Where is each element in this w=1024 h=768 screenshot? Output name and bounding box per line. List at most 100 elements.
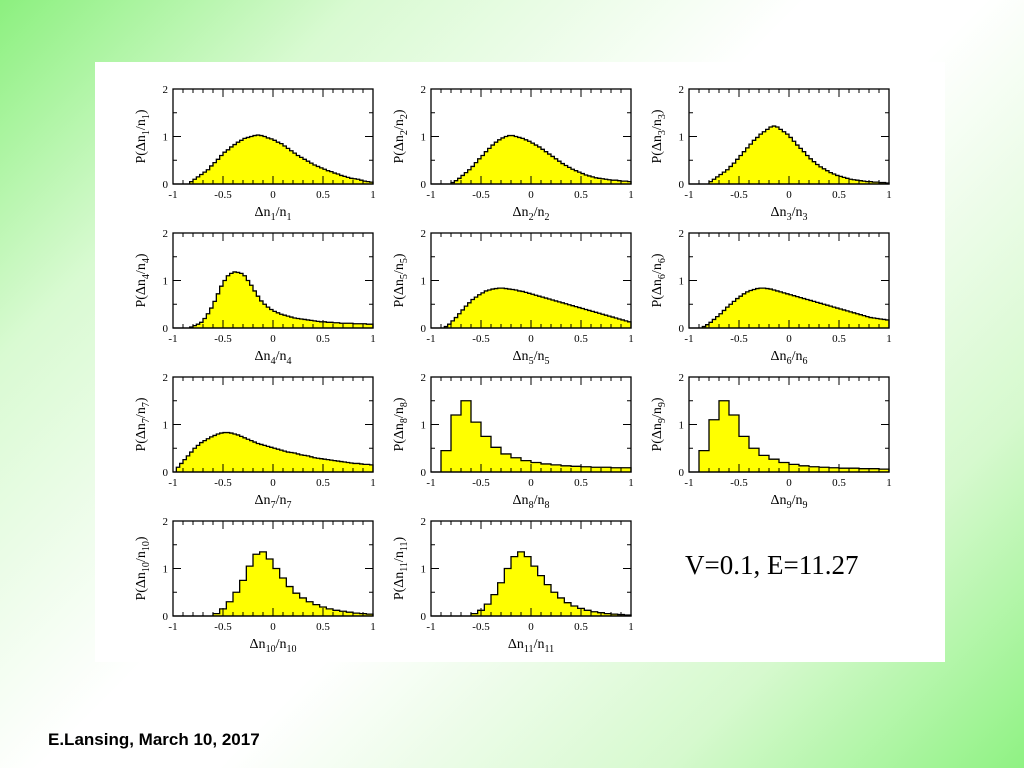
x-tick-label: 1 bbox=[370, 333, 376, 345]
y-tick-label: 2 bbox=[421, 372, 427, 384]
y-tick-label: 0 bbox=[421, 323, 427, 335]
histogram-panel-7: -1 -0.5 0 0.5 1 0 1 2 Δn7/n7 P(Δn7/n7) bbox=[134, 372, 376, 511]
x-tick-label: 0.5 bbox=[316, 189, 330, 201]
x-tick-label: -0.5 bbox=[472, 477, 490, 489]
histogram-bars bbox=[689, 287, 890, 329]
y-tick-label: 2 bbox=[679, 372, 685, 384]
x-tick-label: 0 bbox=[528, 477, 534, 489]
y-tick-label: 2 bbox=[679, 84, 685, 96]
histogram-panel-4: -1 -0.5 0 0.5 1 0 1 2 Δn4/n4 P(Δn4/n4) bbox=[134, 228, 376, 367]
histogram-panel-9: -1 -0.5 0 0.5 1 0 1 2 Δn9/n9 P(Δn9/n9) bbox=[650, 372, 892, 511]
x-tick-label: 1 bbox=[628, 189, 634, 201]
y-tick-label: 2 bbox=[163, 84, 169, 96]
x-tick-label: 0 bbox=[528, 621, 534, 633]
x-tick-label: 0 bbox=[270, 477, 276, 489]
x-axis-label: Δn2/n2 bbox=[513, 205, 550, 223]
histogram-bars bbox=[689, 400, 890, 473]
x-tick-label: 0 bbox=[786, 477, 792, 489]
x-tick-label: 1 bbox=[370, 621, 376, 633]
x-axis-label: Δn9/n9 bbox=[771, 493, 808, 511]
x-tick-label: 0.5 bbox=[574, 333, 588, 345]
x-tick-label: -0.5 bbox=[214, 477, 232, 489]
x-tick-label: 1 bbox=[370, 477, 376, 489]
y-tick-label: 0 bbox=[679, 323, 685, 335]
y-tick-label: 2 bbox=[421, 516, 427, 528]
y-tick-label: 2 bbox=[163, 228, 169, 240]
x-tick-label: 0 bbox=[528, 189, 534, 201]
x-tick-label: 1 bbox=[886, 477, 892, 489]
x-tick-label: 0 bbox=[786, 189, 792, 201]
x-tick-label: -0.5 bbox=[472, 621, 490, 633]
y-tick-label: 2 bbox=[679, 228, 685, 240]
y-axis-label: P(Δn9/n9) bbox=[650, 397, 668, 451]
y-tick-label: 1 bbox=[163, 420, 169, 432]
x-tick-label: 1 bbox=[628, 333, 634, 345]
y-tick-label: 0 bbox=[679, 467, 685, 479]
x-tick-label: -1 bbox=[168, 333, 177, 345]
histogram-bars bbox=[431, 287, 632, 329]
x-tick-label: 1 bbox=[886, 189, 892, 201]
y-tick-label: 2 bbox=[421, 228, 427, 240]
y-tick-label: 1 bbox=[679, 132, 685, 144]
footer-text: E.Lansing, March 10, 2017 bbox=[48, 730, 260, 749]
x-tick-label: 0.5 bbox=[574, 477, 588, 489]
y-tick-label: 1 bbox=[163, 276, 169, 288]
x-tick-label: -0.5 bbox=[214, 333, 232, 345]
y-tick-label: 0 bbox=[163, 467, 169, 479]
y-tick-label: 0 bbox=[421, 467, 427, 479]
x-tick-label: 0 bbox=[786, 333, 792, 345]
x-tick-label: -0.5 bbox=[214, 621, 232, 633]
y-tick-label: 0 bbox=[421, 611, 427, 623]
histogram-panel-3: -1 -0.5 0 0.5 1 0 1 2 Δn3/n3 P(Δn3/n3) bbox=[650, 84, 892, 223]
x-tick-label: 0 bbox=[270, 333, 276, 345]
histogram-panel-8: -1 -0.5 0 0.5 1 0 1 2 Δn8/n8 P(Δn8/n8) bbox=[392, 372, 634, 511]
x-tick-label: -1 bbox=[684, 333, 693, 345]
x-axis-label: Δn6/n6 bbox=[771, 349, 808, 367]
x-tick-label: 0.5 bbox=[574, 621, 588, 633]
x-axis-label: Δn7/n7 bbox=[255, 493, 292, 511]
y-axis-label: P(Δn4/n4) bbox=[134, 253, 152, 307]
x-tick-label: -1 bbox=[684, 477, 693, 489]
y-axis-label: P(Δn5/n5) bbox=[392, 253, 410, 307]
y-tick-label: 2 bbox=[163, 372, 169, 384]
y-tick-label: 1 bbox=[421, 564, 427, 576]
histogram-panel-11: -1 -0.5 0 0.5 1 0 1 2 Δn11/n11 P(Δn11/n11) bbox=[392, 516, 634, 655]
y-tick-label: 0 bbox=[163, 611, 169, 623]
x-axis-label: Δn1/n1 bbox=[255, 205, 292, 223]
x-tick-label: -0.5 bbox=[472, 189, 490, 201]
x-tick-label: -0.5 bbox=[730, 189, 748, 201]
x-tick-label: 1 bbox=[370, 189, 376, 201]
params-label: V=0.1, E=11.27 bbox=[685, 550, 858, 580]
histogram-panel-1: -1 -0.5 0 0.5 1 0 1 2 Δn1/n1 P(Δn1/n1) bbox=[134, 84, 376, 223]
x-tick-label: -1 bbox=[684, 189, 693, 201]
x-tick-label: 0 bbox=[270, 621, 276, 633]
x-tick-label: 0.5 bbox=[832, 477, 846, 489]
x-tick-label: -1 bbox=[168, 621, 177, 633]
y-tick-label: 2 bbox=[421, 84, 427, 96]
y-tick-label: 1 bbox=[421, 132, 427, 144]
x-tick-label: 1 bbox=[628, 621, 634, 633]
x-axis-label: Δn8/n8 bbox=[513, 493, 550, 511]
y-tick-label: 0 bbox=[163, 323, 169, 335]
y-tick-label: 1 bbox=[421, 276, 427, 288]
x-tick-label: -0.5 bbox=[472, 333, 490, 345]
figure-panel: V=0.1, E=11.27 -1 -0.5 0 0.5 1 0 1 2 Δn1/n1 P(Δn1… bbox=[95, 62, 945, 662]
x-tick-label: -1 bbox=[168, 189, 177, 201]
x-tick-label: 0 bbox=[270, 189, 276, 201]
x-tick-label: -0.5 bbox=[214, 189, 232, 201]
histogram-bars bbox=[689, 125, 890, 185]
histogram-grid: V=0.1, E=11.27 -1 -0.5 0 0.5 1 0 1 2 Δn1/n1 P(Δn1… bbox=[134, 84, 892, 655]
y-axis-label: P(Δn7/n7) bbox=[134, 397, 152, 451]
x-tick-label: 0.5 bbox=[832, 189, 846, 201]
x-tick-label: -1 bbox=[426, 477, 435, 489]
x-axis-label: Δn4/n4 bbox=[255, 349, 292, 367]
x-tick-label: -1 bbox=[168, 477, 177, 489]
histogram-bars bbox=[431, 551, 632, 617]
x-tick-label: -0.5 bbox=[730, 333, 748, 345]
y-axis-label: P(Δn11/n11) bbox=[392, 537, 410, 601]
histogram-bars bbox=[173, 134, 374, 185]
histogram-panel-2: -1 -0.5 0 0.5 1 0 1 2 Δn2/n2 P(Δn2/n2) bbox=[392, 84, 634, 223]
x-tick-label: -1 bbox=[426, 621, 435, 633]
x-axis-label: Δn3/n3 bbox=[771, 205, 808, 223]
x-tick-label: -0.5 bbox=[730, 477, 748, 489]
